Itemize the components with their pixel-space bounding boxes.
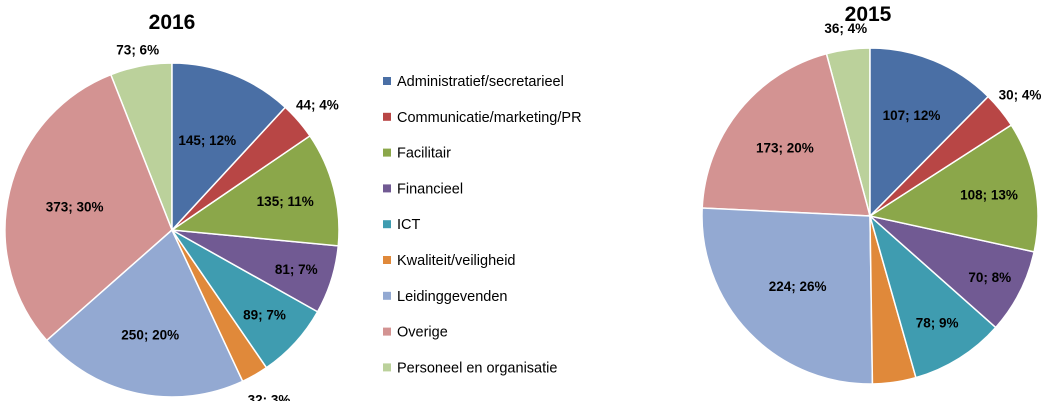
legend-swatch-3 — [383, 148, 391, 157]
slice-label-2016-9: 73; 6% — [116, 43, 159, 58]
pie-slice-2015-5 — [868, 213, 997, 379]
legend-label-4: Financieel — [397, 181, 463, 197]
pie-slice-2016-7 — [45, 228, 244, 398]
pie-slice-2016-1 — [171, 62, 287, 232]
legend-label-7: Leidinggevenden — [397, 289, 507, 305]
pie-slice-2015-3 — [868, 123, 1039, 253]
legend-label-3: Facilitair — [397, 146, 451, 162]
pie-slice-2016-3 — [169, 134, 340, 247]
legend-label-1: Administratief/secretarieel — [397, 74, 564, 90]
chart-title-2016: 2016 — [149, 11, 196, 34]
legend-label-9: Personeel en organisatie — [397, 360, 557, 376]
legend-label-6: Kwaliteit/veiligheid — [397, 253, 515, 269]
pie-chart-2015: 2015 107; 12% 30; 4% 108; 13% 70; 8% 78; 9% 3… — [701, 3, 1042, 385]
legend-swatch-2 — [383, 112, 391, 121]
slice-label-2015-2: 30; 4% — [999, 87, 1042, 102]
slice-label-2015-4: 70; 8% — [968, 270, 1011, 285]
legend-label-5: ICT — [397, 217, 421, 233]
legend-label-8: Overige — [397, 325, 448, 341]
slice-label-2015-3: 108; 13% — [960, 188, 1018, 203]
pie-slice-2015-8 — [701, 52, 871, 217]
slice-label-2016-6: 32; 3% — [248, 393, 291, 401]
pie-slice-2015-1 — [869, 47, 990, 218]
legend-swatch-7 — [383, 291, 391, 300]
legend-swatch-4 — [383, 184, 391, 193]
legend-swatch-1 — [383, 77, 391, 85]
slice-label-2016-8: 373; 30% — [46, 200, 104, 215]
legend-swatch-8 — [383, 327, 391, 336]
pie-slice-2016-8 — [4, 73, 173, 342]
legend-label-2: Communicatie/marketing/PR — [397, 110, 582, 126]
slice-label-2015-9: 36; 4% — [824, 21, 867, 36]
legend-swatch-5 — [383, 220, 391, 229]
slice-label-2016-7: 250; 20% — [121, 328, 179, 343]
legend-swatch-9 — [383, 363, 391, 372]
slice-label-2016-5: 89; 7% — [243, 308, 286, 323]
slice-label-2015-7: 224; 26% — [769, 279, 827, 294]
slice-label-2015-1: 107; 12% — [883, 108, 941, 123]
chart-title-2015: 2015 — [845, 3, 892, 26]
slice-label-2016-4: 81; 7% — [275, 262, 318, 277]
pie-chart-2016: 2016 145; 12% 44; 4% 135; 11% 81; 7% 89; 7% 3… — [4, 11, 340, 401]
legend: Administratief/secretarieel Communicatie/… — [383, 74, 582, 376]
slice-label-2016-3: 135; 11% — [257, 194, 314, 209]
slice-label-2016-2: 44; 4% — [296, 98, 339, 113]
slice-label-2015-5: 78; 9% — [916, 316, 959, 331]
legend-swatch-6 — [383, 256, 391, 264]
pie-slice-2015-7 — [701, 207, 874, 385]
slice-label-2015-8: 173; 20% — [756, 141, 814, 156]
slice-label-2016-1: 145; 12% — [178, 133, 236, 148]
